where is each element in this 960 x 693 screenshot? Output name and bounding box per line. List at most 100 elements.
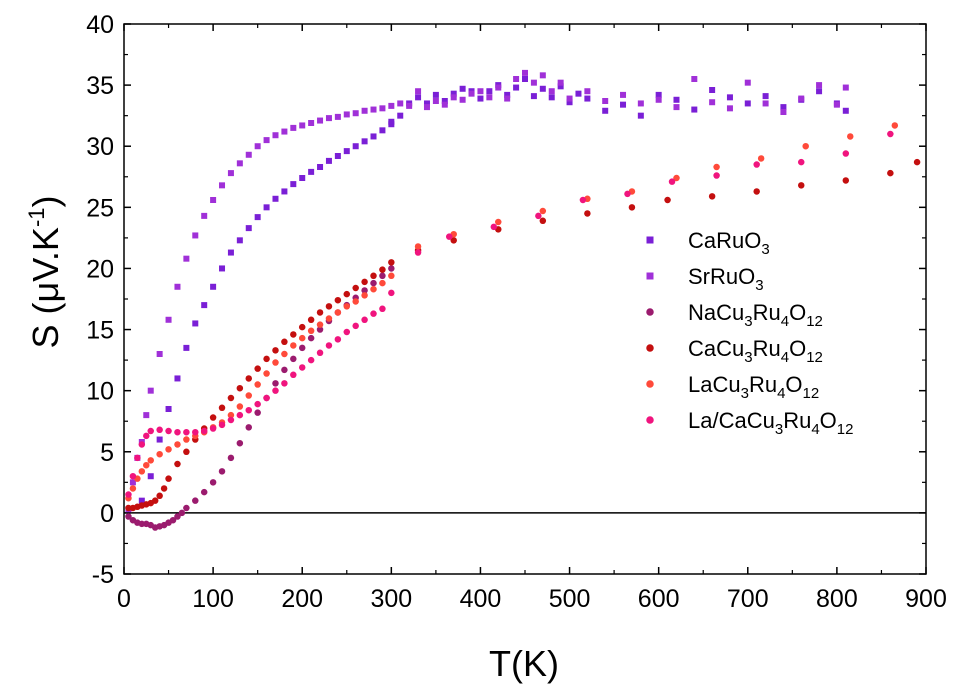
y-axis-title-part: S (μV.K — [25, 227, 66, 348]
data-point — [210, 283, 217, 290]
data-point — [298, 334, 306, 342]
data-point — [317, 164, 324, 170]
data-point — [298, 364, 306, 371]
legend-label: CaRuO3 — [688, 228, 770, 258]
data-point — [753, 161, 760, 168]
data-point — [780, 104, 787, 111]
data-point — [388, 102, 395, 109]
y-tick-label: 20 — [86, 255, 114, 283]
data-point — [388, 289, 395, 297]
data-point — [370, 106, 377, 113]
data-point — [406, 102, 413, 109]
x-tick-label: 200 — [281, 585, 323, 613]
data-point — [227, 249, 234, 256]
legend-label: SrRuO3 — [688, 264, 764, 294]
legend-label-part: Ru — [783, 408, 811, 433]
data-point — [673, 96, 680, 103]
data-point — [379, 266, 386, 273]
data-point — [227, 394, 235, 402]
data-point — [468, 90, 475, 97]
data-point — [138, 520, 146, 528]
legend-item-lacu3ru4o12: LaCu3Ru4O12 — [646, 372, 819, 402]
plot-area — [123, 23, 927, 575]
data-point — [156, 492, 163, 500]
data-point — [379, 305, 386, 313]
data-point — [450, 90, 457, 97]
data-point — [530, 93, 537, 100]
legend-label-part: Ru — [753, 336, 781, 361]
data-point — [450, 94, 457, 101]
data-point — [134, 454, 141, 462]
data-point — [334, 113, 341, 120]
data-point — [539, 72, 546, 79]
data-point — [138, 468, 146, 475]
data-point — [459, 85, 466, 92]
data-point — [165, 427, 172, 435]
data-point — [129, 479, 136, 486]
data-point — [539, 85, 546, 92]
legend: CaRuO3SrRuO3NaCu3Ru4O12CaCu3Ru4O12LaCu3R… — [646, 228, 853, 438]
data-point — [156, 351, 163, 357]
data-point — [379, 272, 386, 280]
y-axis: -5 0 5 10 15 20 25 30 35 40 — [86, 11, 926, 589]
data-point — [343, 111, 350, 118]
data-point — [602, 98, 609, 104]
legend-label-part: LaCu — [688, 372, 741, 397]
data-point — [125, 504, 132, 512]
data-point — [151, 497, 159, 504]
data-point — [579, 196, 587, 204]
legend-label-part: 4 — [777, 385, 785, 402]
data-point — [236, 439, 244, 447]
legend-label-part: 3 — [744, 313, 752, 330]
data-point — [254, 400, 261, 408]
data-point — [584, 95, 591, 102]
data-point — [143, 412, 150, 419]
data-point — [129, 485, 137, 492]
data-point — [557, 83, 564, 90]
data-point — [160, 485, 168, 492]
data-point — [245, 225, 252, 232]
data-point — [281, 380, 288, 387]
data-point — [218, 421, 226, 429]
data-point — [165, 475, 172, 482]
data-point — [397, 100, 404, 107]
data-point — [307, 327, 315, 335]
data-point — [490, 223, 498, 231]
data-point — [833, 101, 840, 108]
data-point — [192, 497, 199, 504]
legend-label-part: 3 — [741, 385, 749, 402]
data-point — [477, 95, 484, 102]
data-point — [361, 316, 368, 324]
data-point — [245, 392, 253, 399]
legend-label: CaCu3Ru4O12 — [688, 336, 823, 366]
data-point — [325, 342, 333, 349]
data-point — [744, 79, 751, 86]
legend-label-part: La/CaCu — [688, 408, 775, 433]
data-point — [236, 160, 243, 167]
data-point — [201, 212, 208, 219]
data-point — [628, 204, 636, 211]
y-tick-label: 15 — [86, 317, 114, 345]
y-tick-label: 0 — [100, 500, 114, 528]
data-point — [504, 95, 511, 102]
series-lacacu3ru4o12 — [125, 130, 894, 498]
data-point — [254, 214, 261, 221]
data-point — [513, 84, 520, 91]
data-point — [361, 287, 368, 294]
data-point — [370, 133, 377, 140]
data-point — [138, 441, 146, 448]
x-tick-label: 0 — [117, 585, 131, 613]
data-point — [325, 115, 332, 122]
data-point — [388, 265, 395, 272]
legend-label-part: 3 — [744, 349, 752, 366]
legend-label-part: 4 — [781, 313, 789, 330]
legend-label-part: 3 — [755, 277, 763, 294]
data-point — [388, 272, 395, 280]
data-point — [183, 436, 190, 443]
legend-label: La/CaCu3Ru4O12 — [688, 408, 853, 438]
data-point — [446, 233, 453, 240]
y-tick-label: 5 — [100, 439, 114, 467]
data-point — [343, 303, 351, 310]
data-point — [183, 504, 190, 512]
data-point — [726, 105, 733, 112]
